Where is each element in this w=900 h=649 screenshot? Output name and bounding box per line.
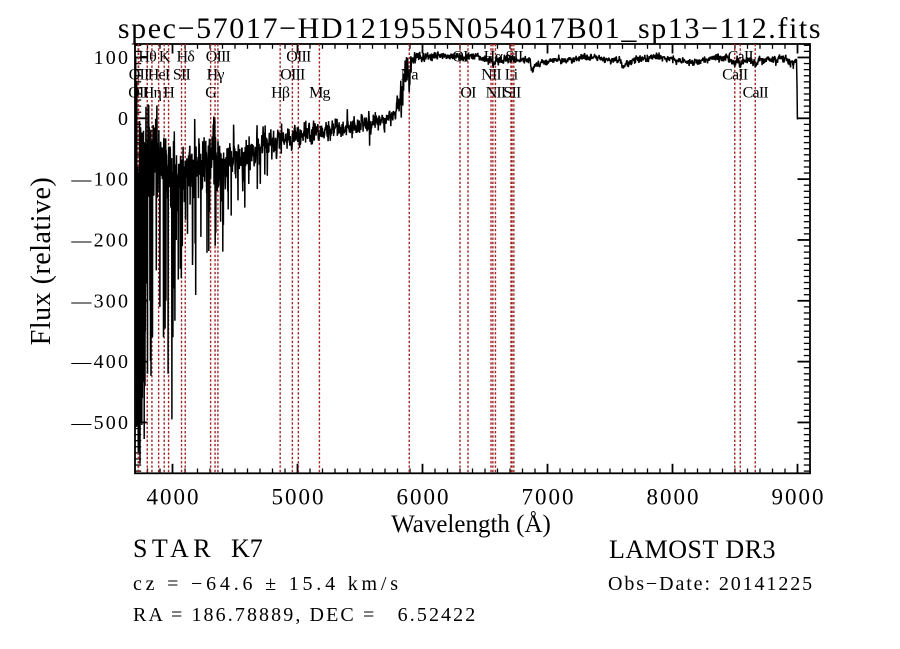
svg-text:Hβ: Hβ bbox=[271, 85, 290, 102]
svg-text:cz = −64.6 ± 15.4 km/s: cz = −64.6 ± 15.4 km/s bbox=[133, 573, 402, 595]
svg-text:Li: Li bbox=[505, 67, 519, 84]
svg-text:SII: SII bbox=[503, 85, 521, 102]
svg-text:NII: NII bbox=[481, 67, 501, 84]
svg-text:OII: OII bbox=[129, 67, 149, 84]
svg-text:OIII: OIII bbox=[206, 49, 231, 66]
svg-text:—100: —100 bbox=[70, 169, 130, 191]
svg-text:OII: OII bbox=[128, 85, 148, 102]
svg-text:Hθ: Hθ bbox=[138, 49, 156, 66]
svg-text:H: H bbox=[163, 85, 175, 102]
svg-text:spec−57017−HD121955N054017B01_: spec−57017−HD121955N054017B01_sp13−112.f… bbox=[118, 12, 822, 45]
svg-text:Mg: Mg bbox=[309, 85, 330, 102]
svg-text:Obs−Date: 20141225: Obs−Date: 20141225 bbox=[608, 573, 814, 595]
svg-text:OI: OI bbox=[460, 85, 476, 102]
svg-text:0: 0 bbox=[118, 108, 130, 130]
svg-text:—200: —200 bbox=[70, 230, 130, 252]
svg-text:G: G bbox=[205, 85, 217, 102]
svg-text:SII: SII bbox=[173, 67, 191, 84]
svg-text:—500: —500 bbox=[70, 412, 130, 434]
svg-text:Hδ: Hδ bbox=[176, 49, 194, 66]
svg-text:STAR: STAR bbox=[133, 534, 215, 563]
svg-text:CaII: CaII bbox=[722, 67, 748, 84]
svg-text:LAMOST DR3: LAMOST DR3 bbox=[609, 535, 776, 564]
svg-text:100: 100 bbox=[94, 47, 131, 69]
svg-text:HeI: HeI bbox=[148, 67, 170, 84]
svg-text:OIII: OIII bbox=[280, 67, 305, 84]
svg-text:RA = 186.78889, DEC = 6.5242: RA = 186.78889, DEC = 6.52422 bbox=[133, 604, 477, 626]
svg-text:NII: NII bbox=[486, 85, 506, 102]
svg-text:K7: K7 bbox=[231, 534, 263, 563]
svg-text:Flux (relative): Flux (relative) bbox=[26, 177, 57, 345]
svg-text:K: K bbox=[159, 49, 171, 66]
svg-text:Hη: Hη bbox=[143, 85, 162, 102]
svg-text:Hγ: Hγ bbox=[207, 67, 225, 84]
svg-text:CaII: CaII bbox=[743, 85, 769, 102]
svg-text:OIII: OIII bbox=[286, 49, 311, 66]
svg-text:Wavelength (Å): Wavelength (Å) bbox=[391, 511, 551, 538]
svg-text:—300: —300 bbox=[70, 290, 130, 312]
svg-text:—400: —400 bbox=[70, 351, 130, 373]
